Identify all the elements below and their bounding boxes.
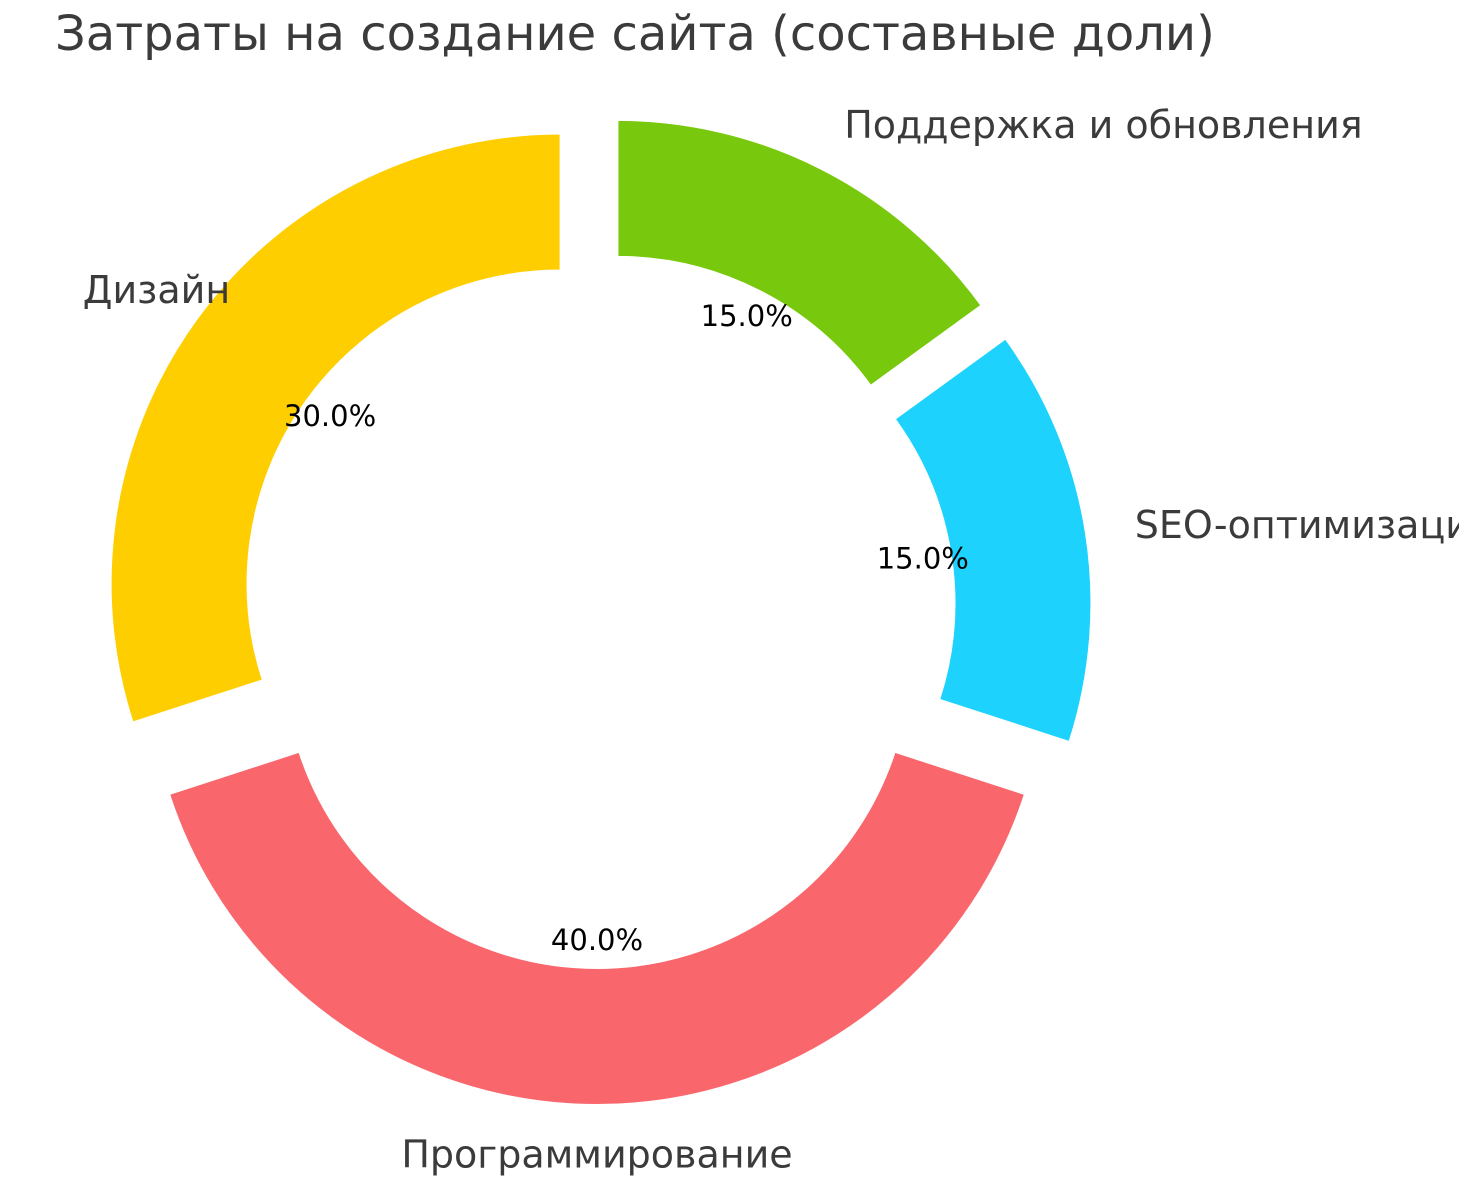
segment-pct-label-3: 30.0% <box>284 399 376 433</box>
chart-title: Затраты на создание сайта (составные дол… <box>55 6 1215 62</box>
pie-segment-2 <box>168 750 1026 1107</box>
segment-label-0: Поддержка и обновления <box>844 103 1362 147</box>
segment-label-2: Программирование <box>401 1133 792 1177</box>
segment-pct-label-2: 40.0% <box>551 923 643 957</box>
pie-segment-1 <box>893 337 1093 744</box>
segment-label-3: Дизайн <box>83 268 230 312</box>
pie-segment-0 <box>616 118 983 387</box>
segment-label-1: SEO-оптимизация <box>1135 503 1459 547</box>
pie-segment-3 <box>109 132 562 724</box>
segment-pct-label-1: 15.0% <box>877 541 969 575</box>
segment-pct-label-0: 15.0% <box>701 299 793 333</box>
